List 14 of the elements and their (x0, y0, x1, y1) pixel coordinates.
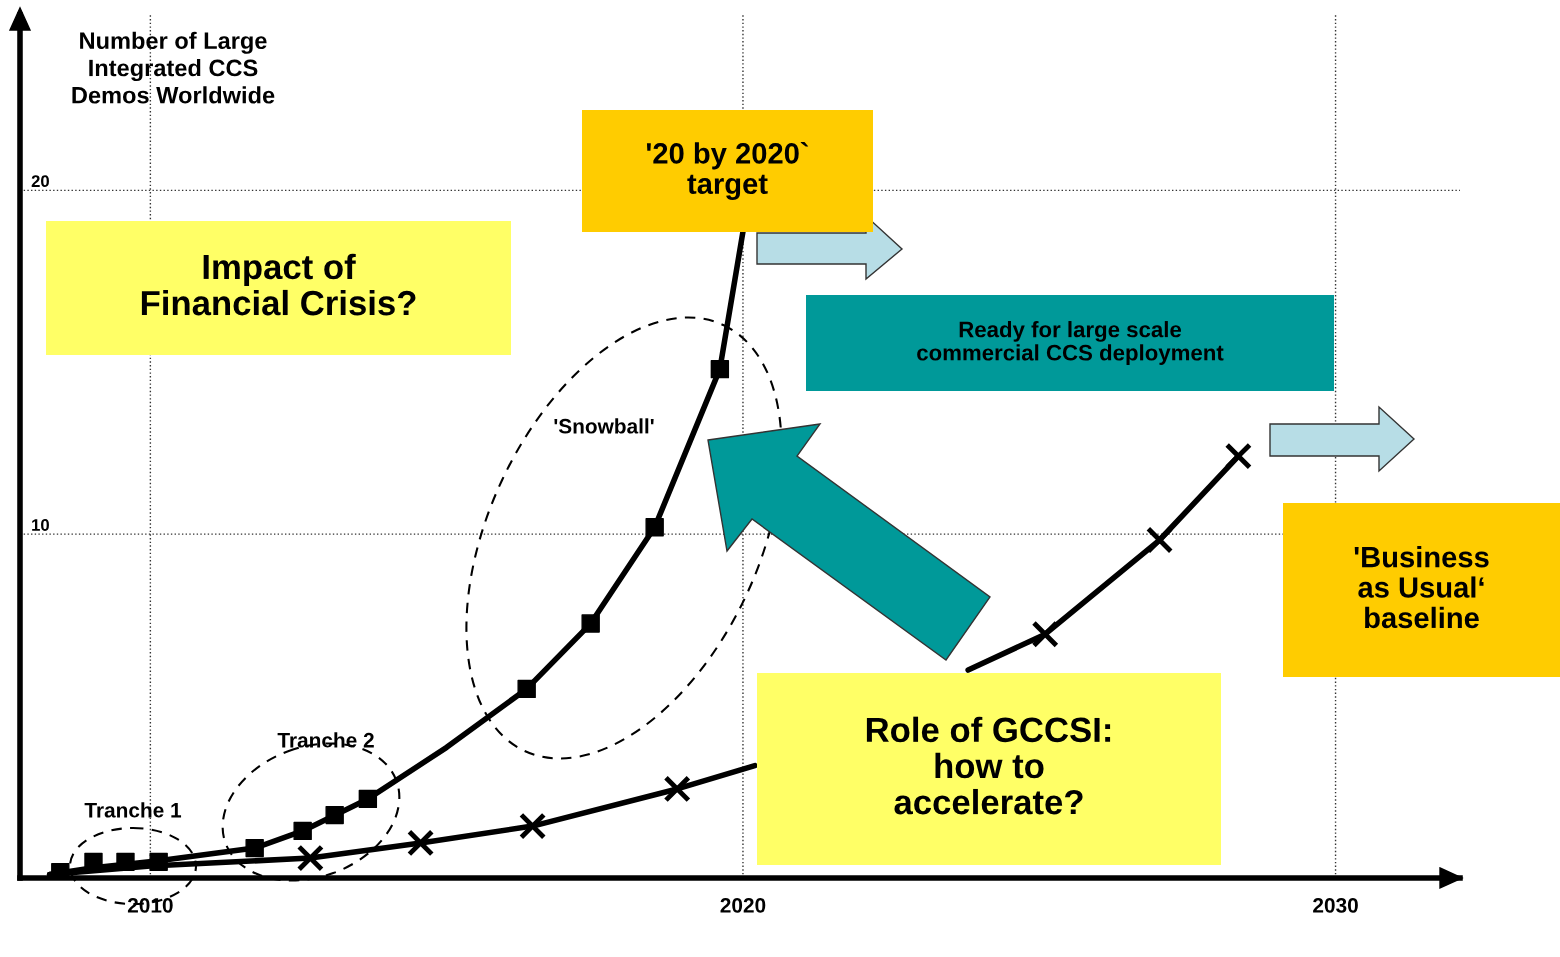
x-tick-label: 2010 (127, 897, 173, 913)
annotation: Role of GCCSI: how to accelerate? (866, 716, 1111, 815)
annotation: Tranche 1 (84, 802, 182, 818)
y-axis-title: Number of Large Integrated CCS Demos Worldwide (72, 31, 275, 104)
annotation: Impact of Financial Crisis? (141, 253, 416, 316)
annotation: '20 by 2020` target (646, 142, 809, 200)
x-tick-label: 2030 (1313, 897, 1358, 913)
annotation: 'Snowball' (554, 418, 654, 434)
annotation: Ready for large scale commercial CCS deployment (917, 321, 1224, 365)
y-tick-label: 20 (31, 175, 49, 188)
annotation: 'Business as Usual‘ baseline (1354, 546, 1489, 629)
annotation: Tranche 2 (277, 732, 374, 748)
y-tick-label: 10 (32, 519, 49, 531)
x-tick-label: 2020 (720, 897, 766, 913)
